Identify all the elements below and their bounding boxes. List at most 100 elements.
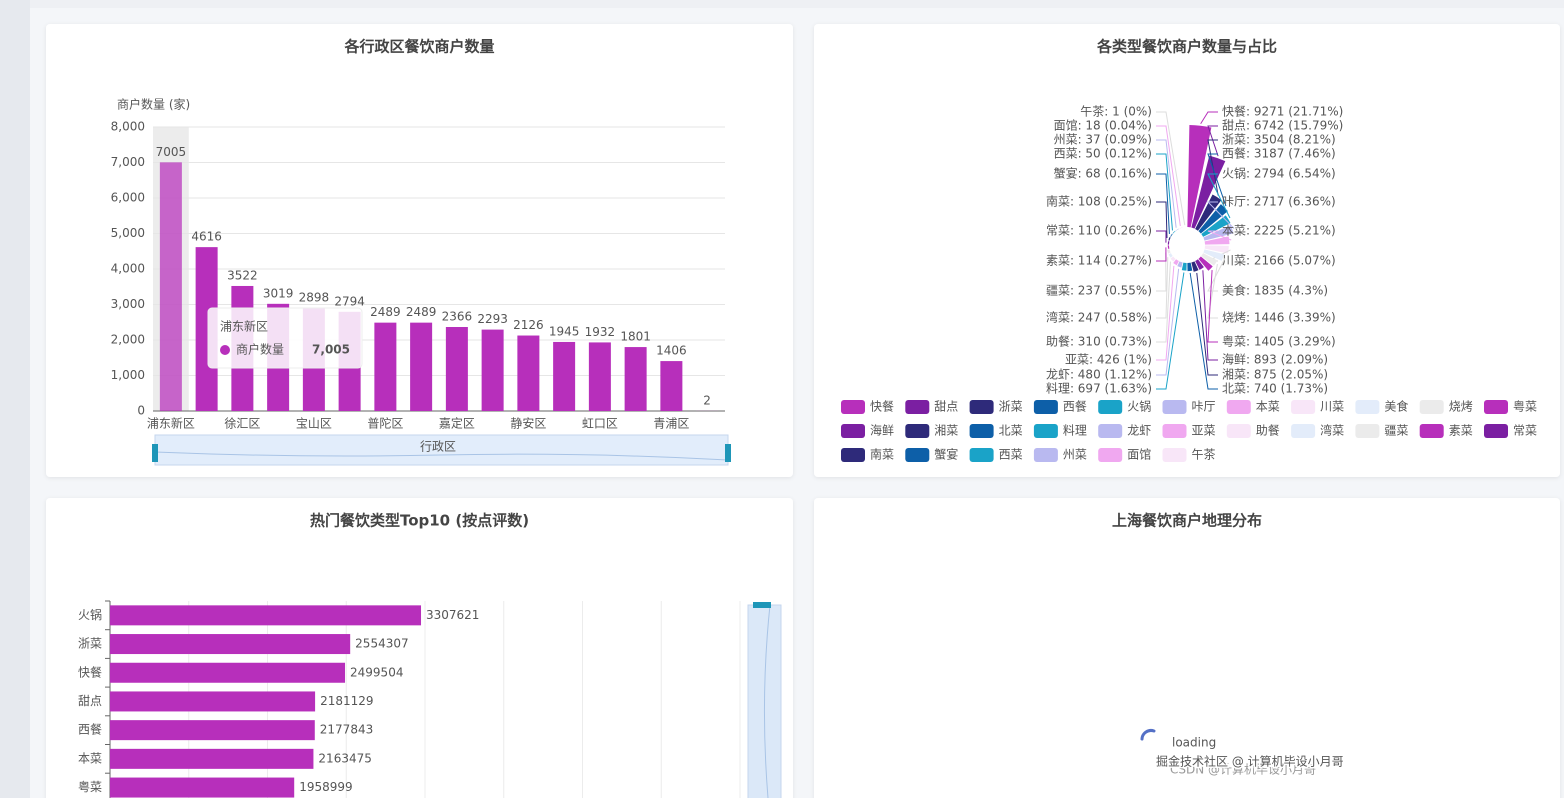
legend-swatch[interactable] [1291,400,1316,414]
legend-swatch[interactable] [1098,424,1123,438]
rose-slice [1198,204,1228,234]
bar [481,329,504,411]
bar-value-label: 1945 [549,324,580,338]
legend-label[interactable]: 州菜 [1063,448,1087,462]
y-tick-label: 0 [137,404,145,418]
legend-swatch[interactable] [841,424,865,438]
legend-swatch[interactable] [1355,400,1380,414]
legend-label[interactable]: 川菜 [1320,400,1344,414]
legend-label[interactable]: 咔厅 [1192,400,1216,414]
legend-label[interactable]: 疆菜 [1384,424,1408,438]
rose-slice [1179,227,1183,229]
y-tick-label: 快餐 [78,664,102,679]
legend-swatch[interactable] [969,424,994,438]
slice-label: 咔厅: 2717 (6.36%) [1222,195,1336,209]
legend-label[interactable]: 快餐 [870,399,894,414]
panel [814,24,1560,477]
bar [517,335,540,411]
legend-label[interactable]: 浙菜 [999,400,1023,414]
legend-label[interactable]: 湘菜 [934,423,958,438]
legend-label[interactable]: 湾菜 [1320,423,1344,438]
legend-swatch[interactable] [969,448,994,462]
rose-slice [1204,236,1230,245]
legend-label[interactable]: 火锅 [1127,399,1151,414]
legend-label[interactable]: 午茶 [1192,447,1216,462]
label-line [1206,201,1235,229]
legend-label[interactable]: 龙虾 [1127,424,1151,438]
legend-label[interactable]: 常菜 [1513,424,1537,438]
legend-label[interactable]: 粤菜 [1513,399,1537,414]
legend-label[interactable]: 北菜 [999,424,1023,438]
legend-label[interactable]: 西餐 [1063,399,1087,414]
y-tick-label: 浙菜 [78,637,102,651]
rose-slice [1177,261,1183,268]
bar-value-label: 2489 [406,305,437,319]
slice-label: 常菜: 110 (0.26%) [1046,224,1152,238]
x-axis-title: 行政区 [420,440,456,454]
bar [110,691,316,712]
x-tick-label: 徐汇区 [224,416,260,431]
chart-title: 各行政区餐饮商户数量 [343,38,494,56]
sidebar [0,0,30,798]
legend-swatch[interactable] [1162,424,1187,438]
legend-swatch[interactable] [1226,424,1251,438]
slice-label: 面馆: 18 (0.04%) [1054,118,1152,133]
legend-swatch[interactable] [841,448,865,462]
legend-swatch[interactable] [1484,400,1508,414]
slice-label: 浙菜: 3504 (8.21%) [1222,133,1336,147]
y-axis-title: 商户数量 (家) [117,97,190,112]
legend-swatch[interactable] [1484,424,1508,438]
y-tick-label: 7,000 [111,155,145,169]
bar-value-label: 2554307 [355,637,408,651]
bar [660,361,683,411]
legend-label[interactable]: 甜点 [934,400,958,414]
legend-swatch[interactable] [905,424,930,438]
legend-label[interactable]: 海鲜 [870,423,894,438]
legend-swatch[interactable] [1291,424,1316,438]
legend-label[interactable]: 美食 [1384,399,1408,414]
legend-swatch[interactable] [905,448,930,462]
legend-swatch[interactable] [1033,400,1058,414]
legend-label[interactable]: 料理 [1063,424,1087,438]
legend-swatch[interactable] [1355,424,1380,438]
rose-slice [1168,253,1173,258]
legend-swatch[interactable] [1033,424,1058,438]
legend-swatch[interactable] [1162,400,1187,414]
legend-label[interactable]: 亚菜 [1192,424,1216,438]
legend-swatch[interactable] [1419,400,1444,414]
tooltip-series-name: 商户数量 [236,342,284,357]
legend-label[interactable]: 助餐 [1256,423,1280,438]
legend-swatch[interactable] [1033,448,1058,462]
legend-swatch[interactable] [841,400,865,414]
legend-label[interactable]: 南菜 [870,447,894,462]
legend-swatch[interactable] [1226,400,1251,414]
rose-slice [1181,262,1187,271]
legend-label[interactable]: 烧烤 [1449,399,1473,414]
legend-swatch[interactable] [1098,400,1123,414]
rose-slice [1204,245,1229,254]
label-line [1207,173,1231,219]
legend-label[interactable]: 本菜 [1256,400,1280,414]
legend-swatch[interactable] [1162,448,1187,462]
slice-label: 烧烤: 1446 (3.39%) [1222,310,1336,325]
tooltip-value: 7,005 [312,343,350,357]
rose-slice [1187,262,1193,272]
rose-slice [1167,245,1170,249]
x-tick-label: 宝山区 [296,417,332,431]
rose-slice [1170,233,1173,237]
legend-label[interactable]: 素菜 [1449,424,1473,438]
legend-label[interactable]: 西菜 [999,448,1023,462]
watermark-faint: CSDN @计算机毕设小月哥 [1170,762,1316,777]
y-tick-label: 甜点 [78,694,102,708]
legend-swatch[interactable] [969,400,994,414]
legend-label[interactable]: 面馆 [1127,447,1151,462]
legend-swatch[interactable] [1098,448,1123,462]
bar-value-label: 7005 [156,145,187,159]
legend-swatch[interactable] [1419,424,1444,438]
legend-label[interactable]: 蟹宴 [934,447,958,462]
slice-label: 亚菜: 426 (1%) [1065,353,1152,367]
label-line [1156,261,1171,343]
label-line [1156,125,1181,227]
legend-swatch[interactable] [905,400,930,414]
